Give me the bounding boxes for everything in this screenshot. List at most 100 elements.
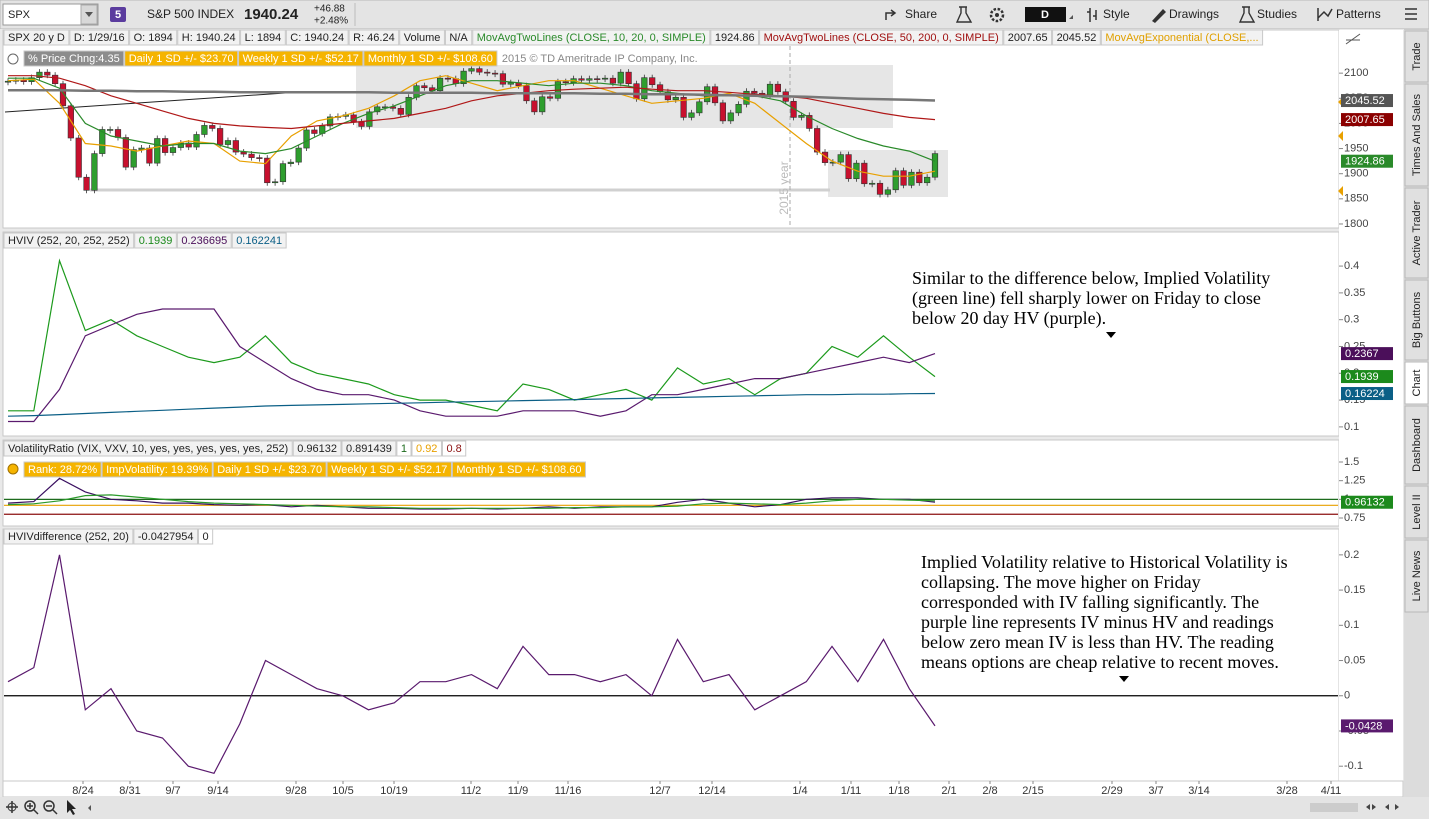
zoom-in-button[interactable] <box>24 800 36 812</box>
legend-box <box>3 528 134 545</box>
candle <box>766 83 774 96</box>
candle <box>562 81 569 84</box>
legend-label: O: 1894 <box>134 32 173 44</box>
legend-box <box>129 29 178 46</box>
button-label[interactable]: Studies <box>1257 7 1297 21</box>
annotation: corresponded with IV falling significant… <box>921 592 1259 612</box>
side-tab[interactable] <box>1404 279 1429 361</box>
annotation: (green line) fell sharply lower on Frida… <box>912 288 1261 309</box>
x-tick-label: 11/9 <box>508 785 529 797</box>
candle <box>468 68 475 72</box>
side-tab[interactable] <box>1404 485 1429 539</box>
y-tick-label: 2100 <box>1344 67 1368 79</box>
axis-scale-icon[interactable] <box>1345 33 1361 45</box>
candle <box>232 140 239 153</box>
y-tick-label: 0.3 <box>1344 314 1359 326</box>
legend-box <box>238 50 364 67</box>
candle <box>751 90 758 94</box>
legend-box <box>441 440 467 457</box>
y-tick-label: 0.35 <box>1344 287 1365 299</box>
scroll-left[interactable] <box>88 805 91 811</box>
studies-flask-button[interactable] <box>955 6 973 23</box>
legend-box <box>198 528 214 545</box>
candle <box>594 78 601 80</box>
candle <box>122 137 129 168</box>
pointer-button[interactable] <box>67 800 76 815</box>
y-tick-label: 1850 <box>1344 193 1368 205</box>
link-badge[interactable] <box>110 7 126 22</box>
legend-box <box>231 232 287 249</box>
candle <box>688 112 695 118</box>
candle <box>727 112 734 122</box>
legend-box <box>710 29 760 46</box>
legend-box <box>69 29 130 46</box>
legend-label: Daily 1 SD +/- $23.70 <box>129 53 234 65</box>
trend-line <box>4 91 301 113</box>
candle <box>193 134 200 148</box>
legend-box <box>348 29 400 46</box>
side-tab-label: Dashboard <box>1411 418 1423 472</box>
candle <box>916 171 923 184</box>
legend-label: -0.0427954 <box>138 531 194 543</box>
button-label[interactable]: Style <box>1103 7 1130 21</box>
candle <box>539 96 546 113</box>
info-icon[interactable] <box>7 53 19 65</box>
candle <box>814 128 821 153</box>
button-label: Share <box>905 7 937 21</box>
hviv-panel <box>2 231 1340 437</box>
price-tag-label: 1924.86 <box>1345 156 1385 168</box>
candle <box>586 78 593 81</box>
candle <box>264 157 271 184</box>
side-tab[interactable] <box>1404 405 1429 485</box>
scroll-arrows[interactable] <box>1366 804 1399 810</box>
x-tick-label: 2/1 <box>941 785 956 797</box>
candle <box>924 176 931 184</box>
menu-button[interactable] <box>1405 8 1417 20</box>
side-tab[interactable] <box>1404 30 1429 83</box>
candle <box>279 163 287 183</box>
price-tag-label: 0.1939 <box>1345 371 1379 383</box>
side-tab[interactable] <box>1404 539 1429 613</box>
candle <box>44 71 51 76</box>
legend-box <box>326 461 452 478</box>
x-tick-label: 11/16 <box>555 785 582 797</box>
note-arrow <box>1106 332 1116 338</box>
side-tab[interactable] <box>1404 83 1429 187</box>
legend-box <box>176 232 232 249</box>
badge-text: 5 <box>115 9 121 21</box>
candle <box>217 128 224 145</box>
legend-box <box>472 29 711 46</box>
legend-label: HVIVdifference (252, 20) <box>8 531 129 543</box>
legend-label: 0.92 <box>416 443 437 455</box>
y-tick-label: 0.1 <box>1344 421 1359 433</box>
share-button[interactable] <box>877 3 942 26</box>
zoom-out-button[interactable] <box>43 800 55 812</box>
candle <box>326 116 334 127</box>
x-tick-label: 10/5 <box>332 785 353 797</box>
annotation: means options are cheap relative to rece… <box>921 652 1279 672</box>
candle <box>609 77 617 84</box>
series-line <box>7 494 936 509</box>
side-tab[interactable] <box>1404 361 1429 405</box>
legend-box <box>23 50 125 67</box>
button-label[interactable]: Drawings <box>1169 7 1219 21</box>
legend-box <box>759 29 1004 46</box>
legend-box <box>444 29 473 46</box>
symbol-input[interactable] <box>2 3 99 26</box>
scrollbar-thumb[interactable] <box>1310 803 1358 812</box>
legend-label: Daily 1 SD +/- $23.70 <box>217 464 322 476</box>
candle <box>617 71 624 84</box>
side-tab[interactable] <box>1404 187 1429 279</box>
aggregation-button[interactable] <box>1025 7 1066 22</box>
candle <box>837 154 844 163</box>
price-tag <box>1341 347 1393 361</box>
info-icon[interactable] <box>7 463 19 475</box>
button-label[interactable]: Patterns <box>1336 7 1381 21</box>
annotation: below zero mean IV is less than HV. The … <box>921 632 1274 652</box>
settings-button[interactable] <box>989 7 1005 23</box>
x-tick-label: 1/4 <box>792 785 807 797</box>
dropdown-arrow <box>85 12 93 17</box>
x-tick-label: 12/14 <box>698 785 726 797</box>
x-tick-label: 9/14 <box>207 785 228 797</box>
candle <box>546 96 554 99</box>
